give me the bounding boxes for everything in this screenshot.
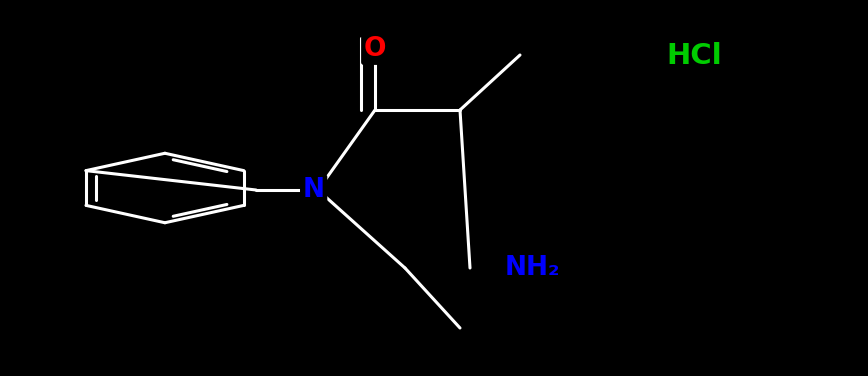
Text: HCl: HCl — [667, 42, 722, 70]
Text: O: O — [364, 36, 386, 62]
Text: NH₂: NH₂ — [504, 255, 560, 281]
Text: N: N — [303, 177, 325, 203]
